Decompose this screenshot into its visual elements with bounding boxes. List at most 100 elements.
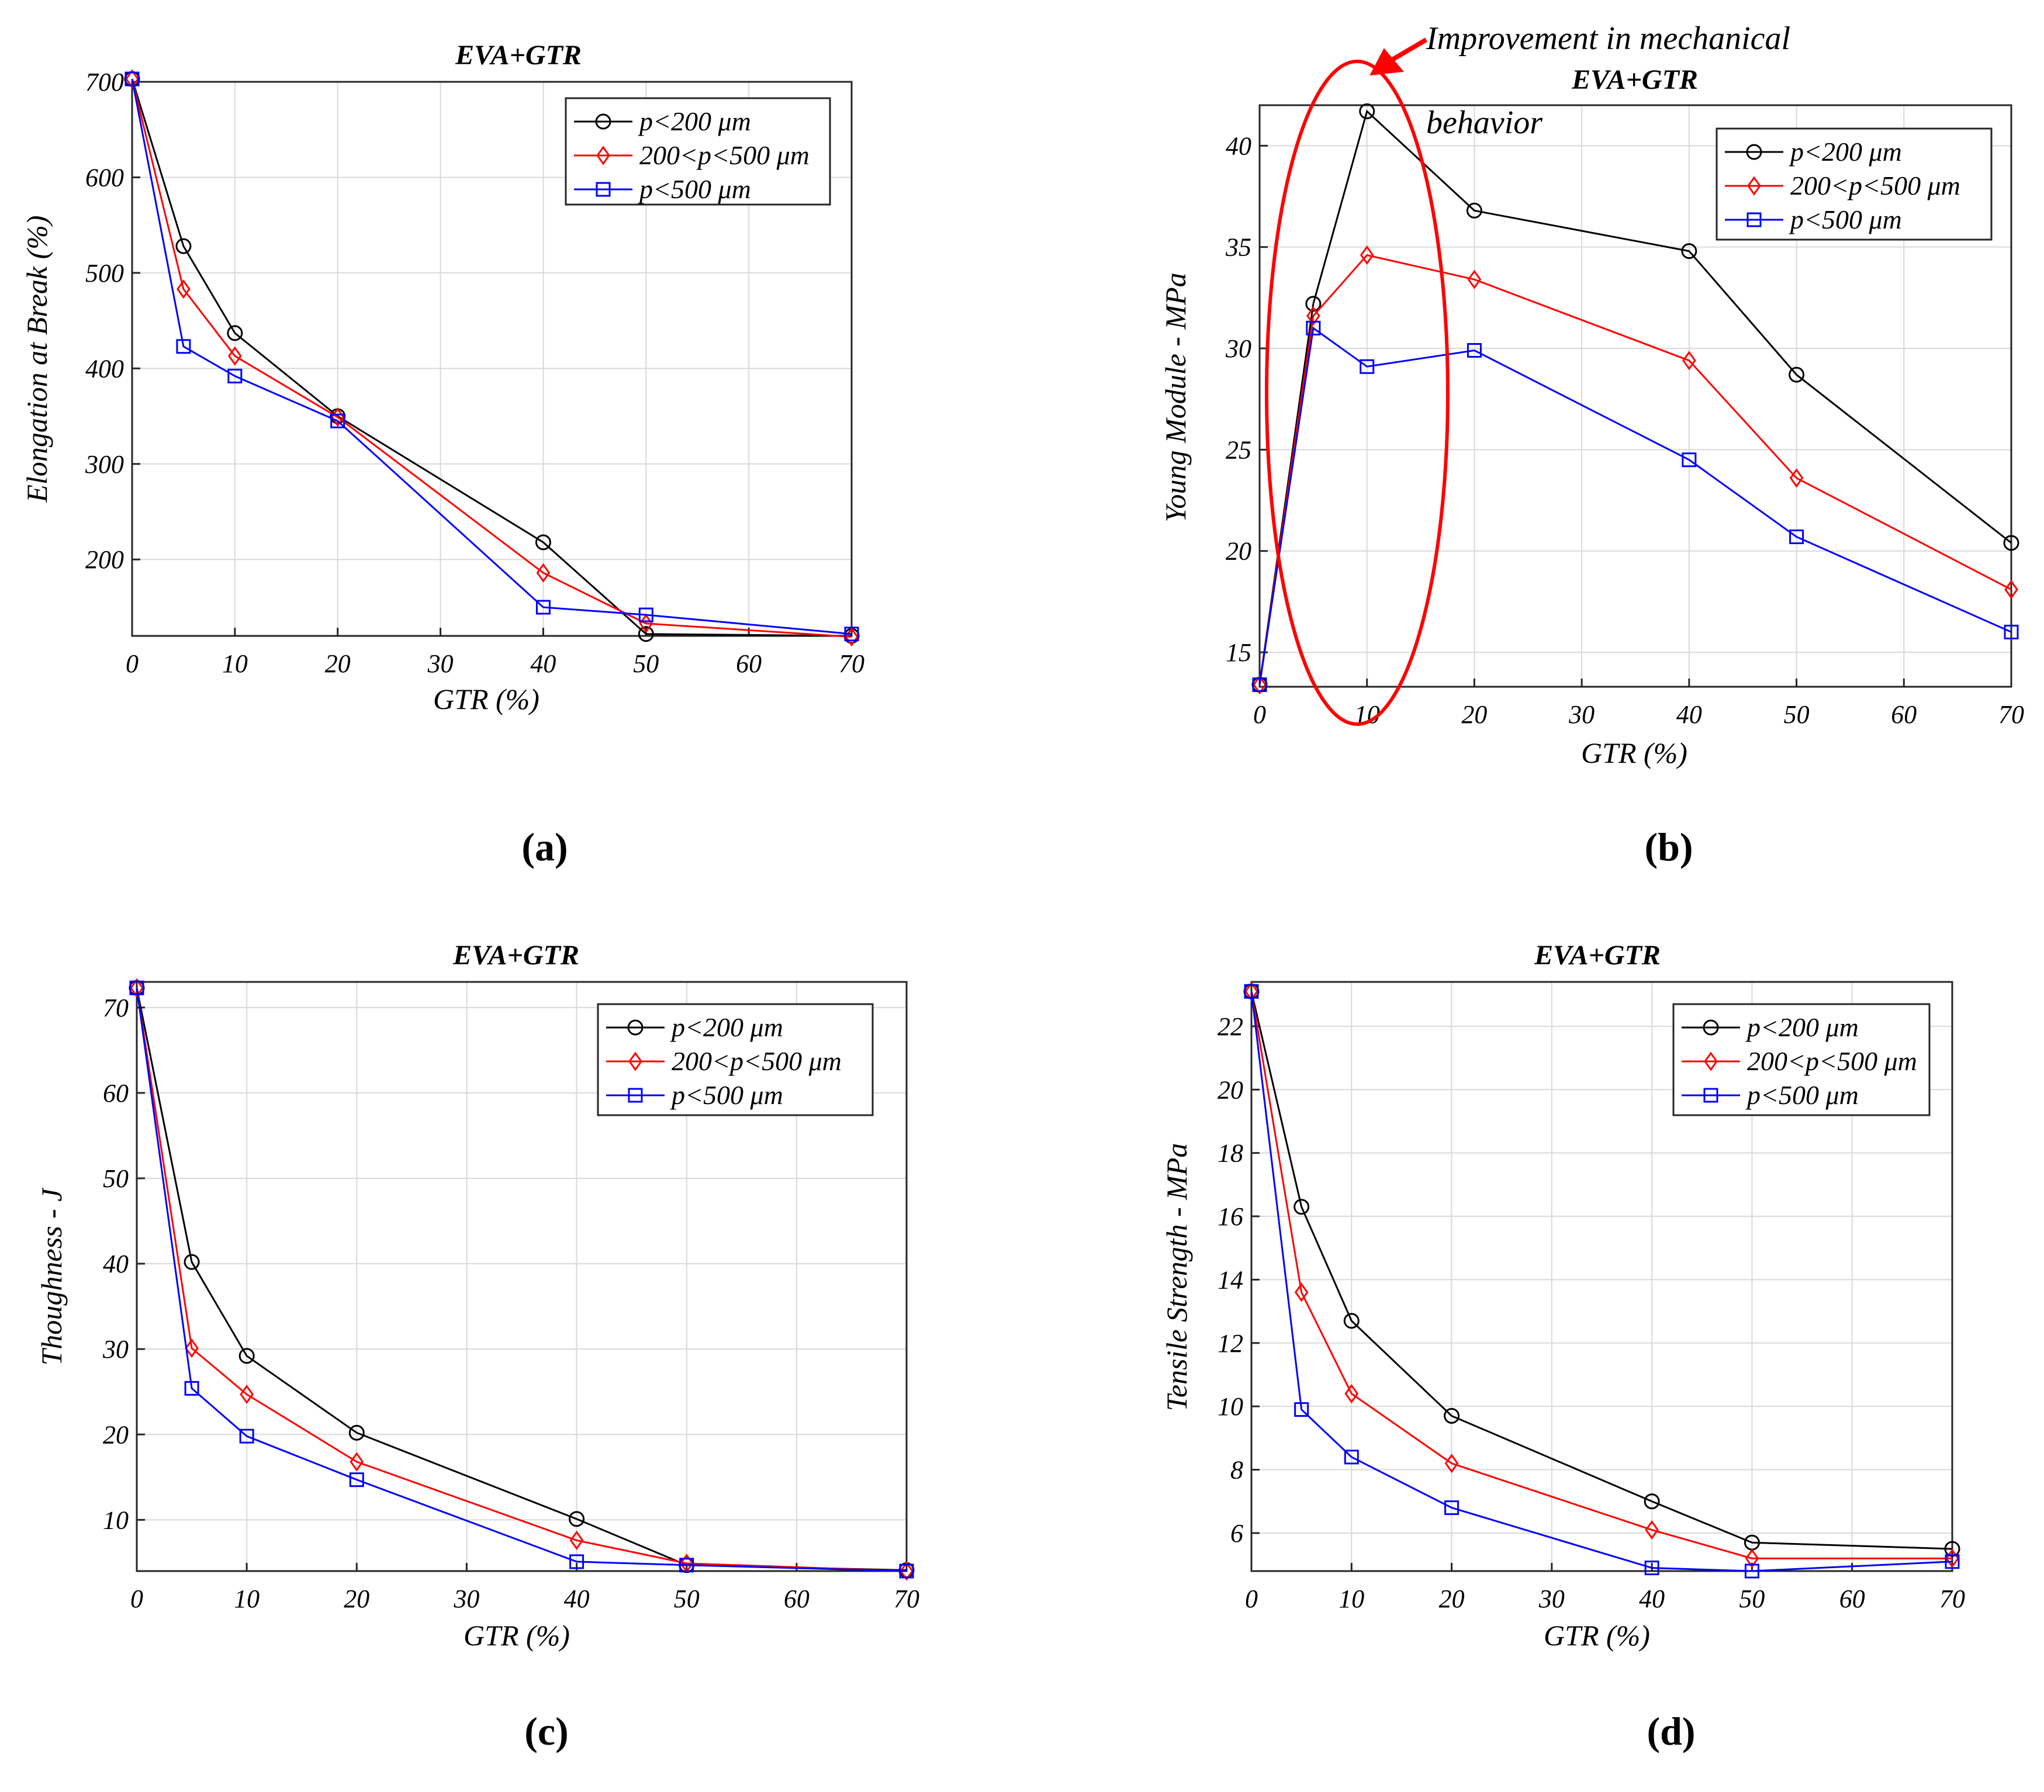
legend-label: 200<p<500 μm xyxy=(639,140,810,170)
annotation-arrow-head xyxy=(1369,48,1404,76)
data-point xyxy=(1789,529,1804,544)
x-tick-label: 40 xyxy=(564,1585,590,1613)
y-tick-label: 30 xyxy=(1225,334,1251,363)
y-tick-label: 20 xyxy=(1218,1075,1243,1104)
data-point xyxy=(535,534,551,551)
data-point xyxy=(1360,359,1375,374)
panel-label: (b) xyxy=(1644,825,1693,869)
data-point xyxy=(124,71,140,87)
legend-marker xyxy=(627,1019,644,1036)
x-tick-label: 70 xyxy=(894,1585,919,1613)
y-tick-label: 14 xyxy=(1218,1265,1243,1294)
chart-title: EVA+GTR xyxy=(452,940,579,971)
x-axis-label: GTR (%) xyxy=(464,1619,570,1652)
x-tick-label: 40 xyxy=(1639,1585,1665,1613)
series-1 xyxy=(1243,983,1960,1557)
legend-box xyxy=(1716,127,1993,241)
annotation-text-line1: Improvement in mechanical xyxy=(1426,20,1790,57)
series-2 xyxy=(125,69,859,647)
x-tick-label: 0 xyxy=(130,1585,143,1613)
data-point xyxy=(1244,981,1258,1001)
x-tick-label: 20 xyxy=(1461,700,1487,729)
data-point xyxy=(569,1554,585,1569)
chart-title: EVA+GTR xyxy=(1571,64,1698,95)
legend: p<200 μm 200<p<500 μm p<500 μm xyxy=(1672,1003,1931,1116)
x-tick-label: 40 xyxy=(1676,700,1702,729)
y-tick-label: 400 xyxy=(85,354,124,383)
data-point xyxy=(2004,624,2019,639)
data-point xyxy=(569,1530,584,1550)
legend-label: 200<p<500 μm xyxy=(1747,1046,1917,1076)
data-point xyxy=(330,413,345,428)
data-point xyxy=(1244,984,1259,999)
data-point xyxy=(1644,1561,1659,1576)
data-point xyxy=(569,1511,585,1527)
data-point xyxy=(1252,677,1267,693)
y-tick-label: 10 xyxy=(103,1506,129,1534)
chart-title: EVA+GTR xyxy=(455,40,582,71)
y-tick-label: 16 xyxy=(1218,1202,1243,1231)
chart-title: EVA+GTR xyxy=(1534,940,1661,971)
y-tick-label: 12 xyxy=(1218,1329,1243,1358)
data-point xyxy=(1343,1313,1360,1329)
data-point xyxy=(350,1452,364,1472)
data-point xyxy=(240,1385,254,1404)
x-tick-label: 0 xyxy=(1245,1585,1258,1613)
panel-label: (c) xyxy=(524,1709,568,1753)
legend-marker xyxy=(1746,144,1762,160)
data-point xyxy=(228,346,242,366)
series-line xyxy=(1250,991,1953,1572)
series-3 xyxy=(1244,984,1960,1579)
data-point xyxy=(1467,269,1482,289)
data-point xyxy=(536,563,551,583)
legend-label: p<200 μm xyxy=(670,1012,783,1042)
x-tick-label: 10 xyxy=(1339,1585,1364,1613)
data-point xyxy=(1682,452,1697,468)
data-point xyxy=(238,1348,255,1364)
data-point xyxy=(184,1381,199,1396)
legend-marker xyxy=(1703,1019,1719,1036)
legend-label: p<500 μm xyxy=(1745,1080,1859,1110)
data-point xyxy=(227,368,243,383)
x-tick-label: 40 xyxy=(530,649,556,678)
data-point xyxy=(348,1424,365,1441)
highlight-ellipse xyxy=(1265,60,1450,726)
series-line xyxy=(1258,109,2012,685)
x-tick-label: 10 xyxy=(234,1585,260,1613)
y-axis-label: Young Module - MPa xyxy=(1159,272,1192,522)
x-tick-label: 70 xyxy=(1939,1585,1965,1613)
panel-label: (d) xyxy=(1647,1709,1695,1753)
legend-label: 200<p<500 μm xyxy=(672,1046,842,1076)
y-tick-label: 700 xyxy=(85,68,124,96)
legend-box xyxy=(597,1003,874,1116)
x-tick-label: 50 xyxy=(674,1585,700,1613)
legend-marker xyxy=(1704,1051,1718,1071)
y-tick-label: 10 xyxy=(1218,1392,1243,1421)
x-axis-label: GTR (%) xyxy=(1581,736,1687,769)
legend-label: p<500 μm xyxy=(638,174,751,204)
y-tick-label: 20 xyxy=(103,1420,129,1449)
data-point xyxy=(175,238,192,254)
legend: p<200 μm 200<p<500 μm p<500 μm xyxy=(565,97,831,206)
legend-marker xyxy=(1747,176,1761,196)
data-point xyxy=(239,1428,254,1444)
y-tick-label: 22 xyxy=(1218,1012,1243,1041)
legend-marker xyxy=(1746,212,1762,227)
data-point xyxy=(1305,296,1322,312)
data-point xyxy=(1294,1402,1309,1417)
data-point xyxy=(1744,1563,1759,1579)
data-point xyxy=(1467,343,1482,358)
y-tick-label: 15 xyxy=(1226,638,1251,667)
data-point xyxy=(1645,1520,1659,1540)
data-point xyxy=(1306,306,1320,326)
x-tick-label: 60 xyxy=(1839,1585,1865,1613)
data-point xyxy=(227,325,243,341)
x-tick-label: 0 xyxy=(126,649,139,678)
legend-marker xyxy=(628,1088,643,1103)
series-line xyxy=(131,78,852,635)
y-tick-label: 6 xyxy=(1230,1519,1243,1548)
y-tick-label: 40 xyxy=(103,1250,129,1278)
plot-frame xyxy=(1250,981,1953,1572)
series-line xyxy=(131,78,852,638)
series-line xyxy=(1250,991,1952,1559)
